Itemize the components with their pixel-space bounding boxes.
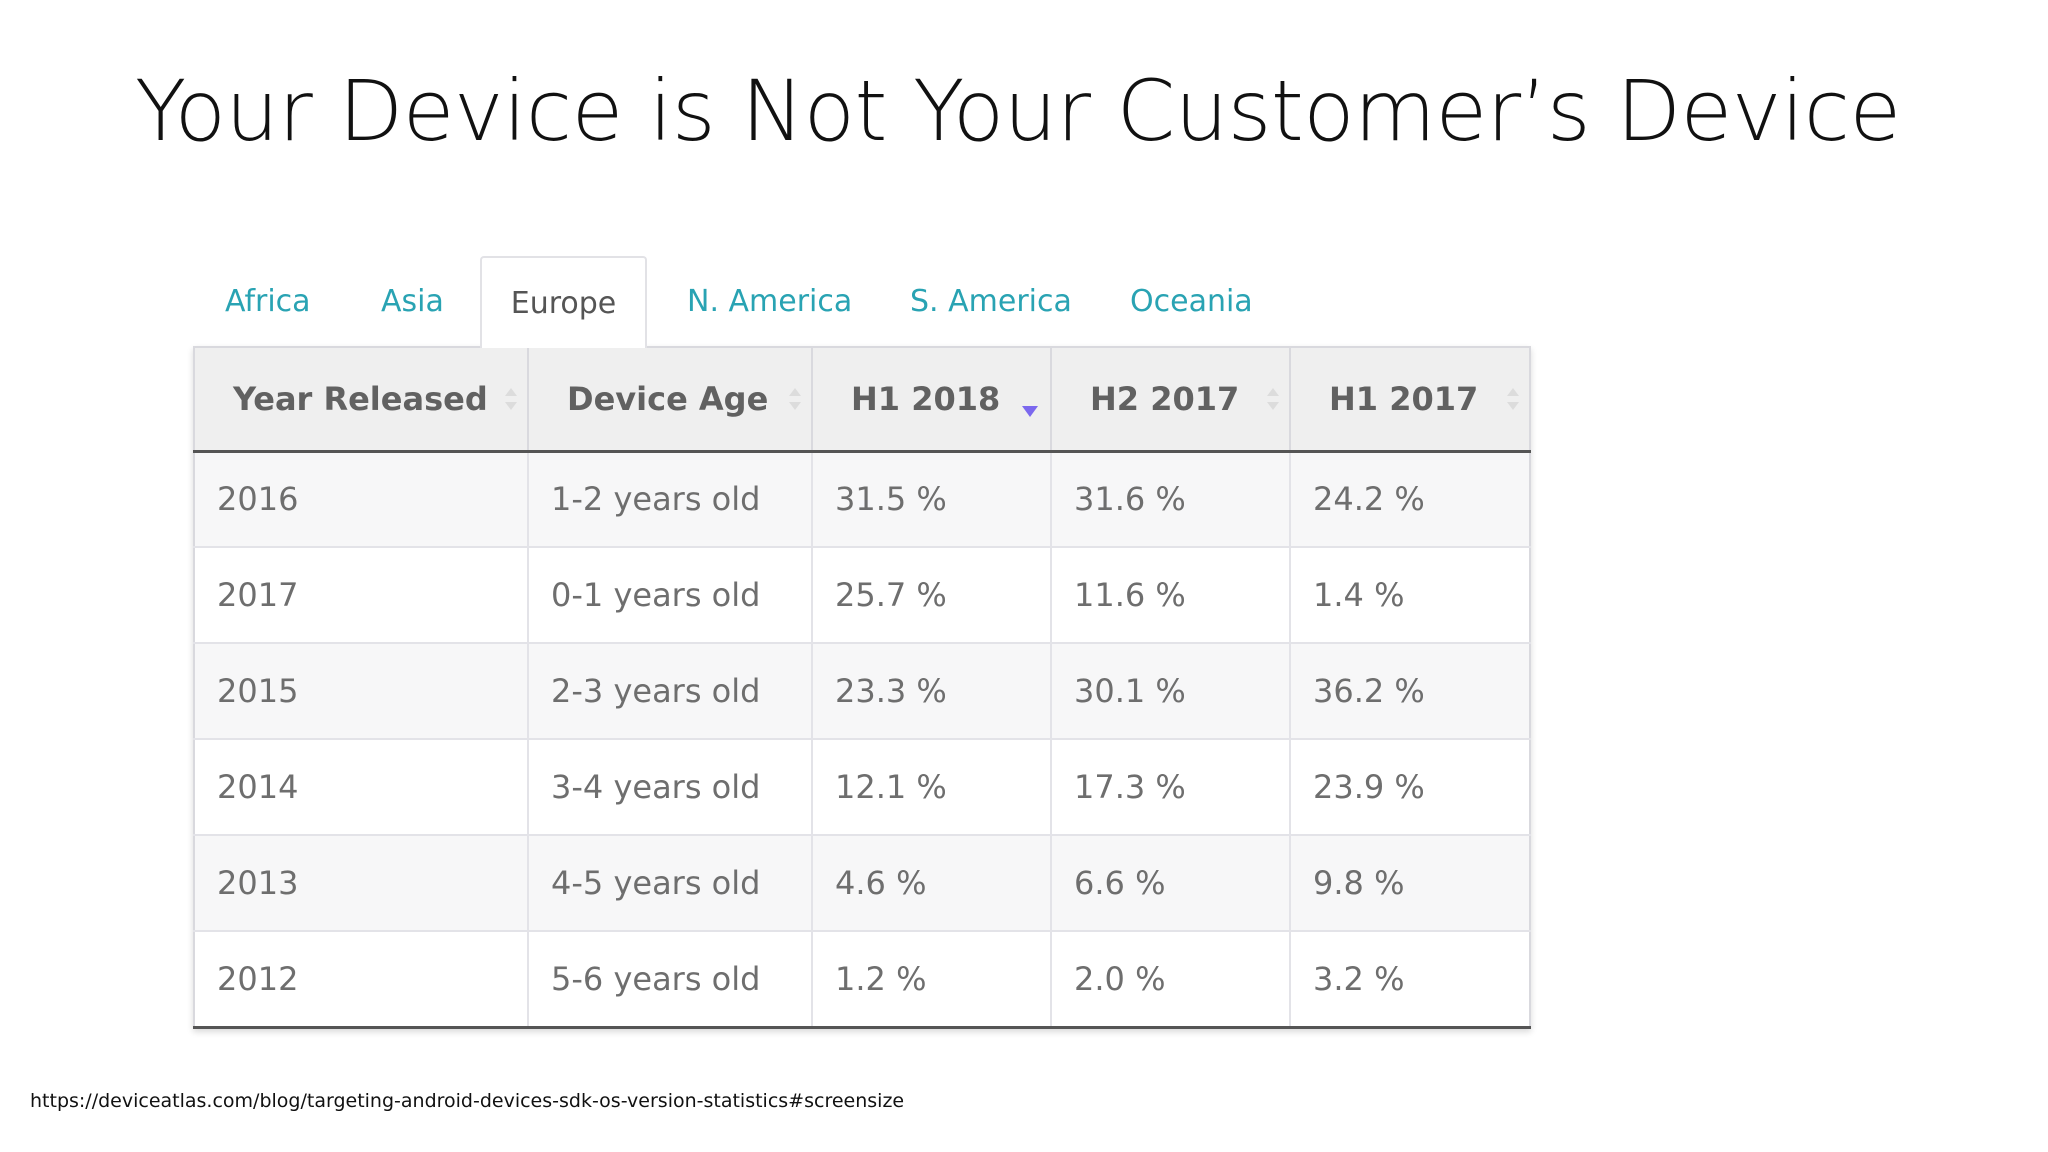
cell-device-age: 0-1 years old: [528, 546, 813, 643]
source-url: https://deviceatlas.com/blog/targeting-a…: [30, 1090, 905, 1112]
cell-year-released: 2012: [194, 930, 529, 1027]
table-row: 2015 2-3 years old 23.3 % 30.1 % 36.2 %: [194, 642, 1530, 739]
cell-h1-2018: 31.5 %: [812, 450, 1052, 547]
cell-year-released: 2017: [194, 546, 529, 643]
cell-device-age: 2-3 years old: [528, 642, 813, 739]
cell-h1-2018: 1.2 %: [812, 930, 1052, 1027]
column-header-year-released[interactable]: Year Released: [194, 347, 529, 453]
column-header-h2-2017[interactable]: H2 2017: [1051, 347, 1291, 453]
cell-h2-2017: 31.6 %: [1051, 450, 1291, 547]
cell-h2-2017: 30.1 %: [1051, 642, 1291, 739]
sort-descending-icon[interactable]: [1022, 405, 1038, 417]
region-tabs: Africa Asia Europe N. America S. America…: [193, 256, 1529, 348]
table-row: 2016 1-2 years old 31.5 % 31.6 % 24.2 %: [194, 450, 1530, 547]
column-header-h1-2018[interactable]: H1 2018: [812, 347, 1052, 453]
column-header-label: Year Released: [233, 379, 488, 418]
table-header-row: Year Released Device Age H1 2018 H2 2017…: [194, 347, 1530, 453]
sort-icon[interactable]: [1267, 386, 1279, 412]
cell-device-age: 4-5 years old: [528, 834, 813, 931]
tab-europe[interactable]: Europe: [480, 256, 647, 348]
column-header-label: H1 2017: [1329, 379, 1479, 418]
sort-icon[interactable]: [505, 386, 517, 412]
column-header-label: H2 2017: [1090, 379, 1240, 418]
device-age-table: Year Released Device Age H1 2018 H2 2017…: [193, 346, 1531, 1029]
cell-h2-2017: 17.3 %: [1051, 738, 1291, 835]
cell-year-released: 2016: [194, 450, 529, 547]
cell-h1-2017: 1.4 %: [1290, 546, 1530, 643]
cell-h1-2017: 3.2 %: [1290, 930, 1530, 1027]
cell-h1-2018: 25.7 %: [812, 546, 1052, 643]
table-row: 2017 0-1 years old 25.7 % 11.6 % 1.4 %: [194, 546, 1530, 643]
cell-h1-2017: 24.2 %: [1290, 450, 1530, 547]
column-header-h1-2017[interactable]: H1 2017: [1290, 347, 1530, 453]
table-row: 2013 4-5 years old 4.6 % 6.6 % 9.8 %: [194, 834, 1530, 931]
cell-h1-2018: 23.3 %: [812, 642, 1052, 739]
tab-n-america[interactable]: N. America: [687, 283, 853, 319]
sort-icon[interactable]: [1507, 386, 1519, 412]
column-header-label: H1 2018: [851, 379, 1001, 418]
cell-h2-2017: 6.6 %: [1051, 834, 1291, 931]
cell-h1-2017: 23.9 %: [1290, 738, 1530, 835]
cell-year-released: 2013: [194, 834, 529, 931]
tab-africa[interactable]: Africa: [225, 283, 311, 319]
cell-h1-2017: 36.2 %: [1290, 642, 1530, 739]
cell-year-released: 2015: [194, 642, 529, 739]
cell-device-age: 1-2 years old: [528, 450, 813, 547]
tab-asia[interactable]: Asia: [381, 283, 444, 319]
cell-h2-2017: 11.6 %: [1051, 546, 1291, 643]
cell-h1-2017: 9.8 %: [1290, 834, 1530, 931]
cell-year-released: 2014: [194, 738, 529, 835]
column-header-device-age[interactable]: Device Age: [528, 347, 813, 453]
tab-s-america[interactable]: S. America: [910, 283, 1072, 319]
column-header-label: Device Age: [567, 379, 769, 418]
sort-icon[interactable]: [789, 386, 801, 412]
cell-device-age: 5-6 years old: [528, 930, 813, 1027]
table-row: 2012 5-6 years old 1.2 % 2.0 % 3.2 %: [194, 930, 1530, 1027]
cell-h2-2017: 2.0 %: [1051, 930, 1291, 1027]
table-row: 2014 3-4 years old 12.1 % 17.3 % 23.9 %: [194, 738, 1530, 835]
slide-title: Your Device is Not Your Customer’s Devic…: [135, 62, 1901, 160]
cell-h1-2018: 4.6 %: [812, 834, 1052, 931]
cell-h1-2018: 12.1 %: [812, 738, 1052, 835]
cell-device-age: 3-4 years old: [528, 738, 813, 835]
tab-oceania[interactable]: Oceania: [1130, 283, 1253, 319]
device-age-table-widget: Africa Asia Europe N. America S. America…: [193, 256, 1531, 1029]
